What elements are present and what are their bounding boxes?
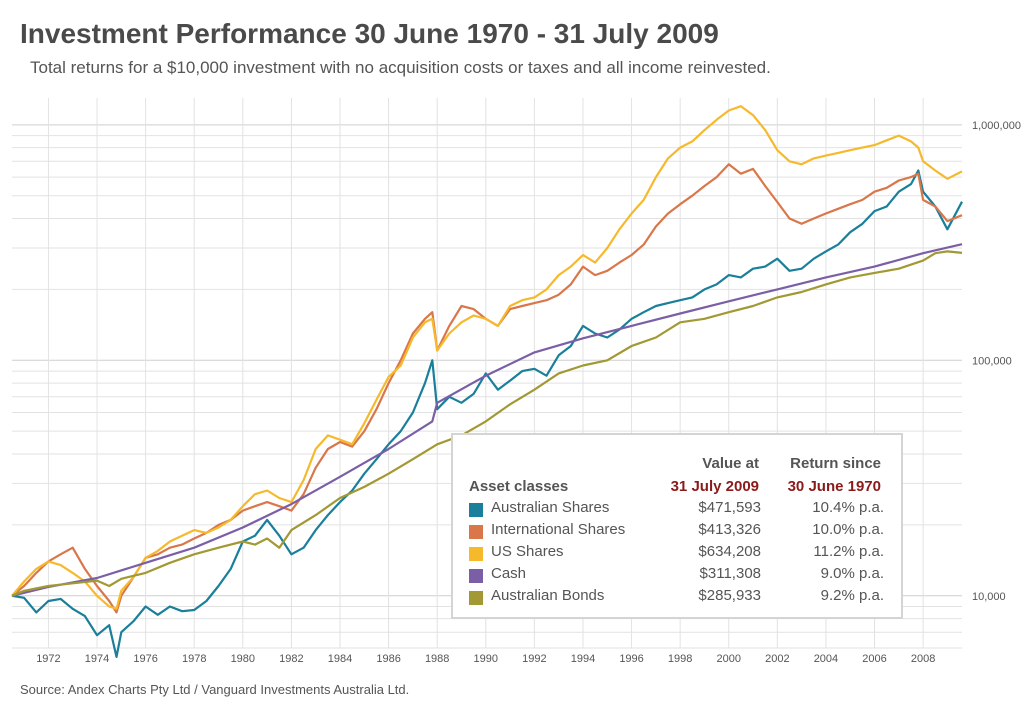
legend-asset-name: Australian Bonds [491,587,605,604]
x-tick-label: 1994 [571,653,595,665]
x-tick-label: 1978 [182,653,206,665]
x-tick-label: 2006 [862,653,886,665]
legend-value: $471,593 [698,499,761,516]
x-tick-label: 2008 [911,653,935,665]
legend-swatch [469,591,483,605]
legend-value: $413,326 [698,521,761,538]
y-tick-label: 10,000 [972,591,1006,603]
legend-swatch [469,569,483,583]
legend-return: 10.0% p.a. [812,521,884,538]
chart-ticks: 1972 1974 1976 1978 1980 1982 1984 1986 1988 1990… [36,120,1021,665]
x-tick-label: 2004 [814,653,838,665]
x-tick-label: 1980 [231,653,255,665]
x-tick-label: 1986 [376,653,400,665]
chart-subtitle: Total returns for a $10,000 investment w… [30,58,771,77]
y-tick-label: 1,000,000 [972,120,1021,132]
legend-return: 9.2% p.a. [820,587,884,604]
legend-header-asset-classes: Asset classes [469,478,569,495]
legend-header-value-line1: Value at [702,455,759,472]
legend-asset-name: Australian Shares [491,499,610,516]
legend-asset-name: Cash [491,565,527,582]
legend-asset-name: International Shares [491,521,626,538]
legend-swatch [469,547,483,561]
series-line [11,163,963,614]
legend-swatch [469,503,483,517]
legend-value: $634,208 [698,543,761,560]
x-tick-label: 1988 [425,653,449,665]
x-tick-label: 1976 [133,653,157,665]
legend-asset-name: US Shares [491,543,564,560]
x-tick-label: 1972 [36,653,60,665]
legend-table: Value at Return since Asset classes 31 J… [451,433,903,619]
series-line [11,169,963,659]
chart-title: Investment Performance 30 June 1970 - 31… [20,18,719,49]
legend-row: International Shares $413,326 10.0% p.a. [469,520,889,542]
y-tick-label: 100,000 [972,355,1012,367]
series-line [11,105,963,610]
legend-row: Cash $311,308 9.0% p.a. [469,564,889,586]
x-tick-label: 1974 [85,653,109,665]
x-tick-label: 1982 [279,653,303,665]
legend-header-return-line2: 30 June 1970 [787,478,881,495]
legend-header-return-line1: Return since [790,455,881,472]
source-note: Source: Andex Charts Pty Ltd / Vanguard … [20,682,410,697]
legend-return: 10.4% p.a. [812,499,884,516]
legend-header-value-line2: 31 July 2009 [670,478,759,495]
legend-row: US Shares $634,208 11.2% p.a. [469,542,889,564]
legend-return: 9.0% p.a. [820,565,884,582]
x-tick-label: 1992 [522,653,546,665]
x-tick-label: 1996 [619,653,643,665]
legend-value: $311,308 [699,565,761,582]
x-tick-label: 2000 [717,653,741,665]
x-tick-label: 1984 [328,653,352,665]
legend-return: 11.2% p.a. [813,543,884,560]
legend-row: Australian Shares $471,593 10.4% p.a. [469,498,889,520]
legend-value: $285,933 [698,587,761,604]
x-tick-label: 2002 [765,653,789,665]
legend-swatch [469,525,483,539]
series-line [11,243,963,597]
legend-row: Australian Bonds $285,933 9.2% p.a. [469,586,889,608]
x-tick-label: 1990 [474,653,498,665]
x-tick-label: 1998 [668,653,692,665]
